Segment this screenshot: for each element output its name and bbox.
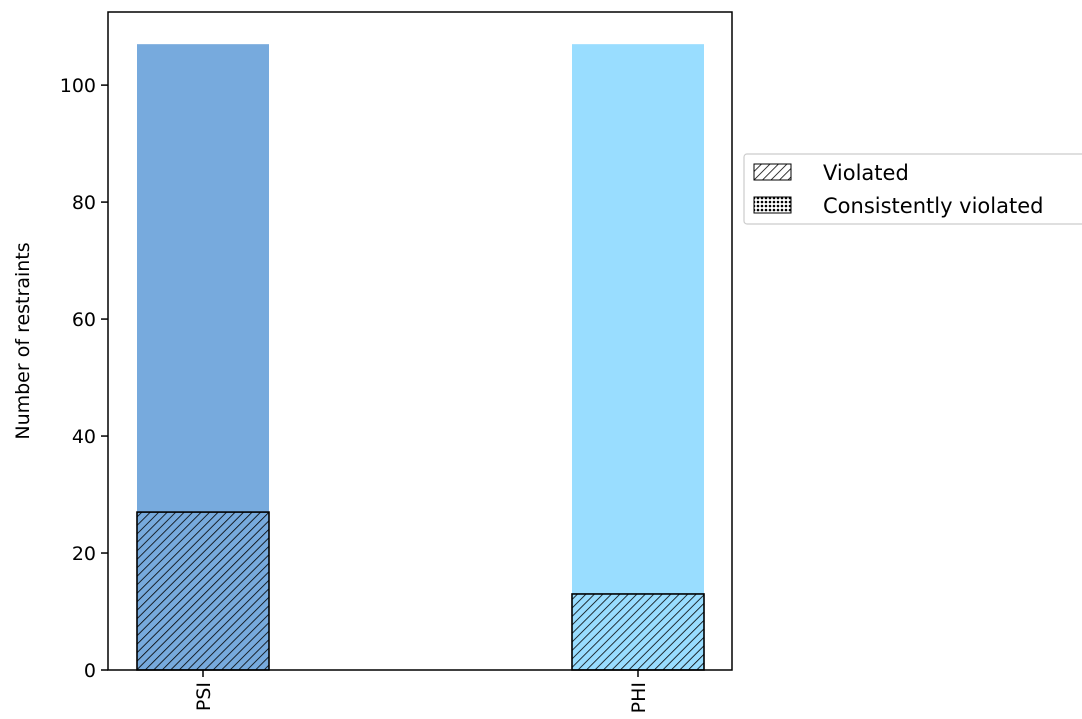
bars-group <box>136 44 705 671</box>
y-axis: 0 20 40 60 80 100 <box>60 75 108 682</box>
legend-label-violated: Violated <box>823 161 909 185</box>
bar-total-phi <box>572 44 704 671</box>
bar-violated-psi <box>136 511 270 671</box>
legend-frame <box>743 153 1082 225</box>
y-tick-label-80: 80 <box>72 192 96 214</box>
bar-violated-phi <box>571 593 705 671</box>
legend-label-consistently-violated: Consistently violated <box>823 194 1043 218</box>
legend: Violated Consistently violated <box>743 153 1082 225</box>
plot-frame <box>107 11 733 671</box>
legend-swatch-consistently-violated <box>753 196 792 214</box>
legend-swatch-violated <box>753 163 792 181</box>
y-axis-label: Number of restraints <box>12 242 34 439</box>
x-axis: PSI PHI <box>193 670 650 713</box>
x-tick-label-psi: PSI <box>193 682 215 711</box>
y-tick-label-40: 40 <box>72 426 96 448</box>
x-tick-label-phi: PHI <box>628 682 650 713</box>
y-tick-label-20: 20 <box>72 543 96 565</box>
y-tick-label-0: 0 <box>84 660 96 682</box>
y-tick-label-60: 60 <box>72 309 96 331</box>
y-tick-label-100: 100 <box>60 75 96 97</box>
